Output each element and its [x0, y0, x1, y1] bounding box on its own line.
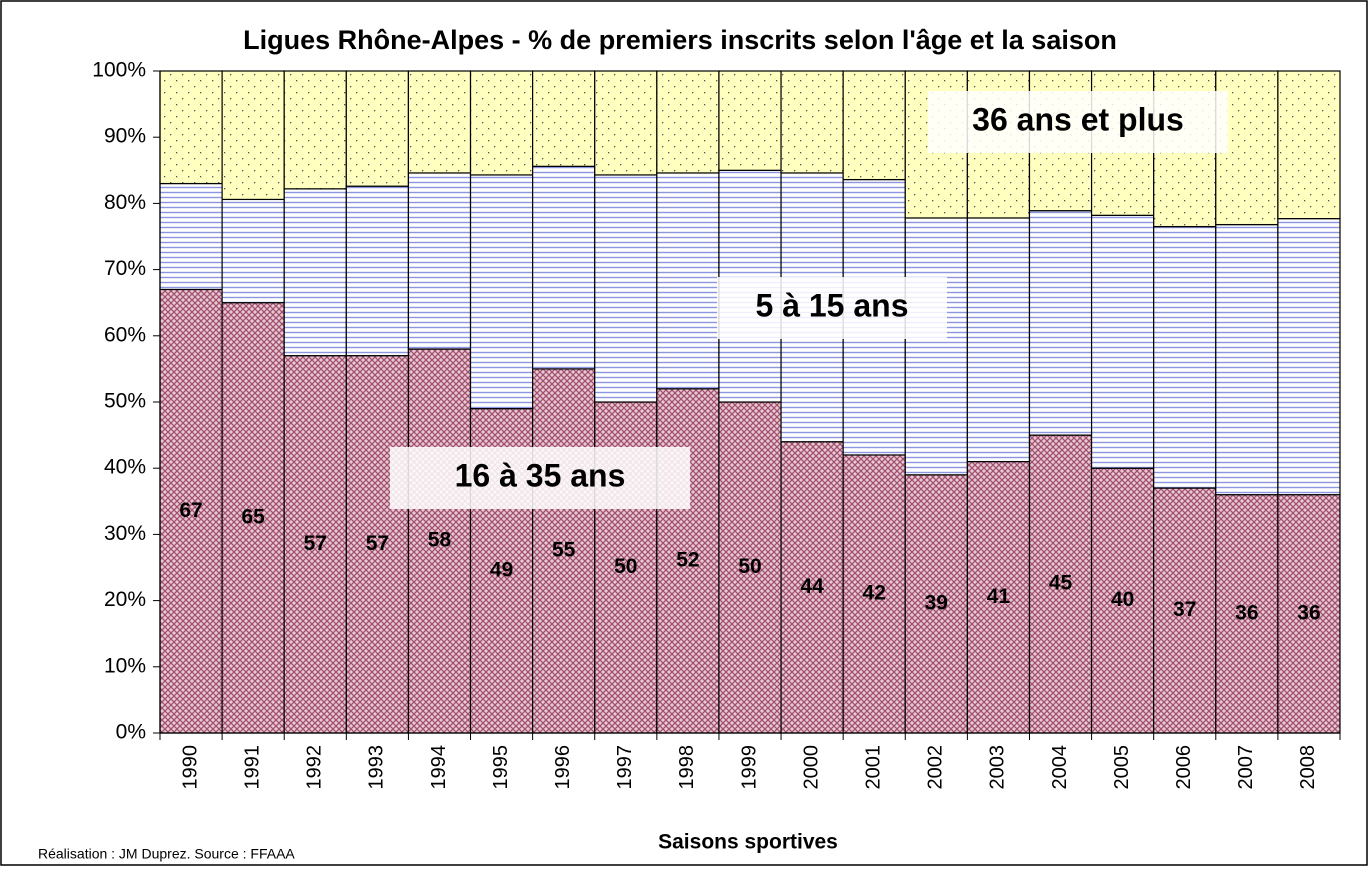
bar-segment: [656, 172, 720, 390]
bar-segment: [159, 288, 223, 734]
data-label: 58: [428, 529, 452, 552]
data-label: 45: [1049, 572, 1073, 595]
series-label-box: [717, 277, 947, 339]
bar-segment: [904, 217, 968, 476]
x-tick-label: 1993: [366, 745, 388, 790]
bar-segment: [283, 188, 347, 357]
x-tick-label: 1990: [179, 745, 201, 790]
y-tick-label: 20%: [104, 588, 146, 611]
bar-segment: [1090, 467, 1155, 734]
y-tick-label: 30%: [104, 522, 146, 545]
bar-segment: [842, 70, 906, 181]
bar-segment: [1277, 218, 1341, 496]
bar-segment: [407, 172, 472, 350]
data-label: 55: [552, 538, 576, 561]
data-label: 49: [490, 558, 513, 581]
x-tick-label: 1999: [738, 745, 760, 790]
bar-segment: [780, 441, 844, 734]
bar-segment: [221, 70, 285, 201]
bar-segment: [842, 454, 906, 734]
bar-segment: [594, 70, 658, 176]
bar-segment: [780, 70, 844, 174]
data-label: 42: [863, 582, 886, 605]
data-label: 36: [1297, 601, 1320, 624]
series-label: 5 à 15 ans: [756, 287, 909, 323]
x-tick-label: 2004: [1049, 745, 1071, 790]
y-tick-label: 0%: [116, 721, 146, 744]
bar-segment: [283, 355, 347, 734]
footnote: Réalisation : JM Duprez. Source : FFAAA: [38, 846, 295, 862]
x-tick-label: 1991: [241, 745, 263, 790]
bar-segment: [532, 165, 596, 370]
bar-segment: [594, 174, 658, 403]
x-tick-label: 1994: [428, 745, 450, 790]
x-tick-label: 1996: [552, 745, 574, 790]
x-tick-label: 2000: [800, 745, 822, 790]
x-tick-label: 2001: [862, 745, 884, 790]
bar-segment: [656, 70, 720, 174]
data-label: 41: [987, 585, 1011, 608]
series-label-box: [928, 91, 1228, 153]
series-label: 16 à 35 ans: [455, 457, 626, 493]
bar-segment: [904, 474, 968, 734]
data-label: 57: [366, 532, 389, 555]
data-label: 67: [179, 499, 202, 522]
y-tick-label: 70%: [104, 257, 146, 280]
x-tick-label: 2003: [987, 745, 1009, 790]
bar-segment: [221, 198, 285, 304]
x-tick-label: 2005: [1111, 745, 1133, 790]
y-tick-label: 90%: [104, 125, 146, 148]
x-tick-label: 2002: [925, 745, 947, 790]
bar-segment: [1277, 70, 1341, 220]
x-tick-label: 1998: [676, 745, 698, 790]
data-label: 50: [738, 555, 761, 578]
x-tick-label: 1992: [304, 745, 326, 790]
data-label: 65: [241, 505, 265, 528]
data-label: 39: [925, 591, 948, 614]
bar-segment: [469, 174, 534, 410]
y-tick-label: 60%: [104, 323, 146, 346]
bar-segment: [1028, 210, 1093, 436]
bar-segment: [1153, 225, 1217, 489]
x-tick-label: 1995: [490, 745, 512, 790]
data-label: 40: [1111, 588, 1134, 611]
bar-segment: [345, 185, 410, 357]
bar-segment: [159, 182, 223, 291]
y-tick-label: 50%: [104, 390, 146, 413]
bar-segment: [532, 70, 596, 167]
bar-segment: [407, 70, 472, 174]
x-tick-label: 2008: [1297, 745, 1319, 790]
data-label: 37: [1173, 598, 1196, 621]
y-tick-label: 80%: [104, 191, 146, 214]
series-label-box: [390, 447, 690, 509]
bar-segment: [159, 70, 223, 185]
data-label: 57: [304, 532, 327, 555]
x-tick-label: 1997: [614, 745, 636, 790]
data-label: 52: [676, 548, 699, 571]
chart-title: Ligues Rhône-Alpes - % de premiers inscr…: [243, 25, 1117, 55]
bar-segment: [1090, 214, 1155, 469]
x-tick-label: 2006: [1173, 745, 1195, 790]
bar-segment: [532, 368, 596, 734]
bar-segment: [283, 70, 347, 190]
data-label: 44: [800, 575, 824, 598]
y-tick-label: 10%: [104, 654, 146, 677]
y-tick-label: 40%: [104, 456, 146, 479]
bar-segment: [345, 70, 410, 187]
bar-segment: [469, 70, 534, 176]
data-label: 50: [614, 555, 637, 578]
x-axis-label: Saisons sportives: [658, 831, 838, 854]
bar-segment: [966, 217, 1031, 463]
x-tick-label: 2007: [1235, 745, 1257, 790]
bar-segment: [1215, 223, 1279, 496]
data-label: 36: [1235, 601, 1258, 624]
y-tick-label: 100%: [92, 59, 146, 82]
series-label: 36 ans et plus: [972, 101, 1184, 137]
bar-segment: [407, 348, 472, 734]
bar-segment: [718, 70, 782, 171]
